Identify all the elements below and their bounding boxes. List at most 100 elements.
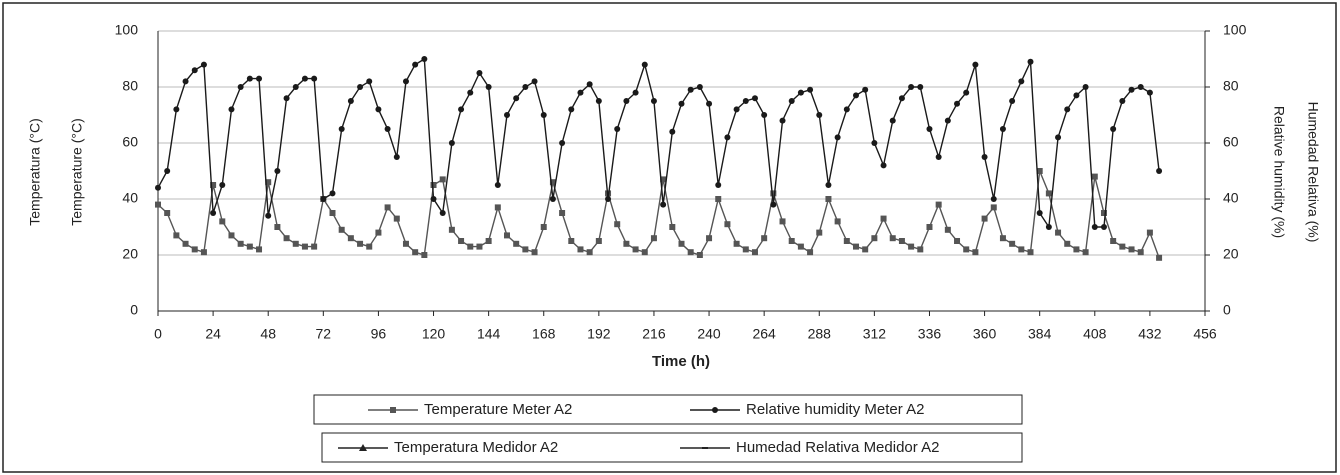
x-axis-title: Time (h) [652,353,710,370]
marker [1018,246,1025,253]
marker [972,61,979,68]
marker [219,182,226,188]
marker [724,221,731,228]
marker [770,201,777,208]
marker [430,182,437,188]
marker [164,168,171,174]
marker [632,246,639,253]
marker [504,232,510,239]
marker [421,56,428,62]
x-tick-label: 408 [1083,326,1107,342]
marker [540,224,547,230]
marker [366,243,373,250]
marker [283,95,290,102]
marker [200,249,207,256]
marker [1128,86,1135,93]
marker [384,204,391,211]
marker [623,98,630,104]
marker [513,95,520,102]
marker [650,98,657,104]
marker [660,201,667,208]
marker [390,407,396,413]
y-tick-label: 60 [122,134,138,150]
marker [1137,84,1144,90]
marker [898,238,905,244]
marker [347,98,354,104]
marker [843,106,850,113]
marker [568,106,575,113]
marker [990,204,997,211]
y-tick-label: 100 [115,22,139,38]
marker [338,226,345,233]
marker [1009,240,1016,247]
marker [696,84,703,90]
marker [862,86,869,93]
marker [687,249,694,256]
marker [274,224,281,230]
y2-tick-label: 40 [1223,190,1239,206]
y2-tick-label: 100 [1223,22,1247,38]
marker [301,243,308,250]
marker [311,75,318,82]
marker [458,106,465,113]
y2-tick-label: 60 [1223,134,1239,150]
marker [375,106,382,113]
marker [586,81,593,88]
marker [825,182,832,188]
marker [182,78,189,85]
marker [834,134,841,141]
marker [733,106,740,113]
marker [359,444,367,451]
marker [476,70,483,76]
marker [751,95,758,102]
marker [733,240,740,247]
marker [632,89,639,96]
marker [963,89,970,96]
marker [999,126,1006,132]
marker [1045,190,1052,197]
marker [1146,89,1153,96]
marker [430,196,437,202]
marker [843,238,850,244]
marker [898,95,905,102]
marker [265,212,272,219]
marker [485,84,492,90]
marker [825,196,832,202]
marker [155,201,161,208]
marker [237,240,244,247]
x-tick-label: 336 [918,326,942,342]
marker [311,243,318,250]
legend-label: Relative humidity Meter A2 [746,401,924,418]
marker [761,112,768,118]
marker [485,238,492,244]
marker [1073,246,1080,253]
x-tick-label: 312 [863,326,887,342]
x-tick-label: 144 [477,326,501,342]
marker [191,67,198,74]
legend-label: Temperature Meter A2 [424,401,572,418]
marker [577,246,584,253]
legend-label: Humedad Relativa Medidor A2 [736,439,939,456]
marker [292,84,299,90]
marker [770,190,777,197]
marker [696,252,703,258]
marker [375,229,382,236]
marker [228,232,235,239]
marker [742,246,749,253]
marker [715,196,722,202]
marker [935,201,942,208]
marker [173,232,180,239]
marker [1082,249,1089,256]
marker [963,246,970,253]
x-tick-label: 384 [1028,326,1052,342]
x-tick-label: 120 [422,326,446,342]
marker [706,235,713,242]
marker [614,126,621,132]
x-tick-label: 192 [587,326,611,342]
marker [219,218,226,225]
x-tick-label: 288 [808,326,832,342]
marker [660,176,667,183]
marker [669,224,676,230]
marker [467,243,474,250]
